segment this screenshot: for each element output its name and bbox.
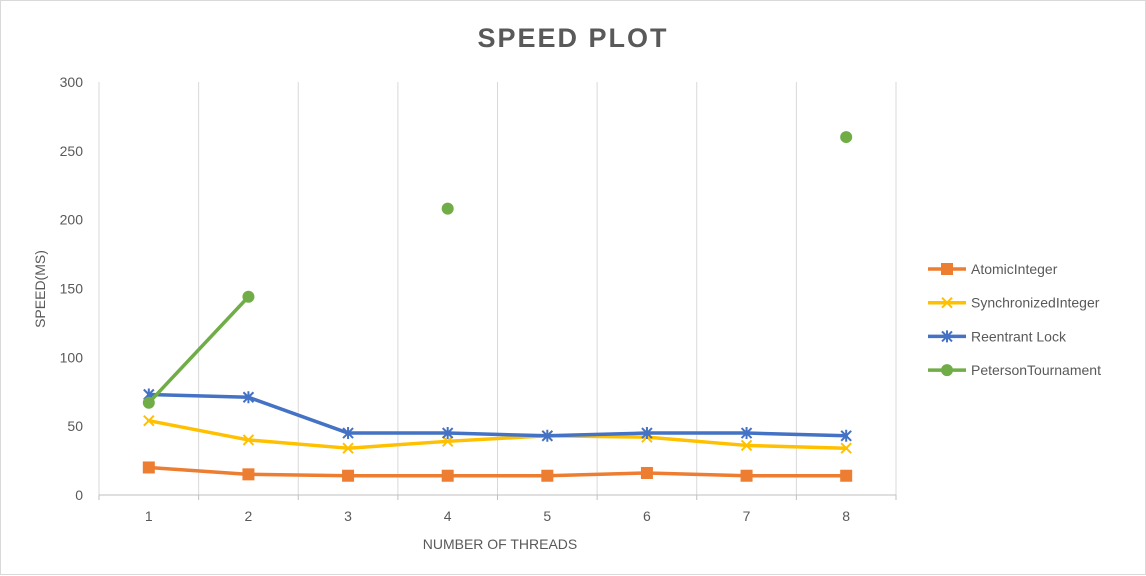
x-axis-label: NUMBER OF THREADS: [423, 536, 578, 552]
data-point-marker: [143, 414, 155, 427]
y-axis-label: SPEED(MS): [32, 250, 48, 328]
x-tick-label: 8: [842, 508, 850, 524]
x-tick-label: 1: [145, 508, 153, 524]
data-point-marker: [242, 434, 255, 446]
y-tick-label: 150: [60, 281, 84, 297]
data-point-marker: [441, 427, 454, 440]
data-point-marker: [840, 131, 853, 144]
data-point-marker: [441, 435, 454, 448]
data-point-marker: [242, 290, 255, 303]
data-point-marker: [342, 469, 355, 482]
y-tick-label: 100: [60, 349, 84, 365]
series-group: [142, 131, 853, 409]
y-tick-label: 200: [60, 212, 84, 228]
series-group: [143, 388, 852, 442]
y-tick-label: 300: [60, 74, 84, 90]
series-line: [147, 295, 251, 405]
legend: AtomicInteger SynchronizedInteger Reentran…: [928, 261, 1101, 378]
x-tick-label: 5: [543, 508, 551, 524]
series-layer: [142, 131, 853, 482]
y-tick-label: 0: [75, 487, 83, 503]
x-tick-label: 3: [344, 508, 352, 524]
legend-item: SynchronizedInteger: [928, 295, 1100, 311]
x-tick-label: 6: [643, 508, 651, 524]
data-point-marker: [142, 396, 155, 409]
data-point-marker: [242, 468, 255, 481]
data-point-marker: [441, 202, 454, 215]
data-point-marker: [242, 391, 255, 404]
data-point-marker: [142, 461, 155, 474]
y-tick-label: 50: [67, 418, 83, 434]
legend-item: AtomicInteger: [928, 261, 1058, 277]
x-tick-label: 7: [743, 508, 751, 524]
y-tick-label: 250: [60, 143, 84, 159]
chart-title: SPEED PLOT: [477, 23, 668, 53]
axes: 1 2 3 4 5 6 7 8 0 50 100 150 200 250 300: [60, 74, 897, 524]
x-tick-label: 2: [245, 508, 253, 524]
series-line: [147, 418, 848, 450]
series-line: [147, 465, 848, 478]
data-point-marker: [541, 469, 554, 482]
legend-item: Reentrant Lock: [928, 328, 1067, 344]
legend-label: PetersonTournament: [971, 362, 1101, 378]
data-point-marker: [840, 469, 853, 482]
x-tick-label: 4: [444, 508, 452, 524]
data-point-marker: [740, 427, 753, 440]
data-point-marker: [740, 439, 753, 452]
legend-item: PetersonTournament: [928, 362, 1101, 378]
data-point-marker: [941, 330, 953, 343]
data-point-marker: [541, 429, 554, 442]
series-line: [147, 392, 848, 438]
data-point-marker: [641, 427, 653, 440]
data-point-marker: [342, 442, 354, 454]
data-point-marker: [441, 469, 454, 482]
data-point-marker: [941, 364, 953, 377]
data-point-marker: [941, 263, 953, 275]
data-point-marker: [342, 427, 354, 440]
series-group: [142, 461, 853, 482]
legend-label: SynchronizedInteger: [971, 295, 1100, 311]
data-point-marker: [840, 429, 852, 442]
data-point-marker: [640, 466, 653, 479]
data-point-marker: [740, 469, 753, 482]
legend-label: AtomicInteger: [971, 261, 1058, 277]
gridlines: [98, 82, 897, 495]
legend-label: Reentrant Lock: [971, 328, 1067, 344]
data-point-marker: [840, 442, 852, 454]
data-point-marker: [941, 296, 953, 309]
